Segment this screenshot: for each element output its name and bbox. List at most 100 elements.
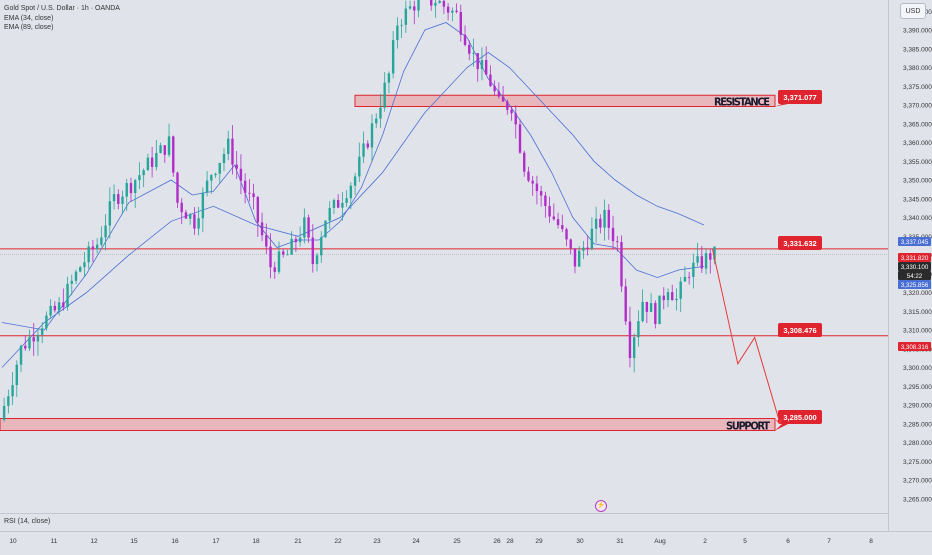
price-axis-badge <box>898 280 931 289</box>
candle-body <box>15 364 18 386</box>
candle-body <box>375 118 378 124</box>
candle-body <box>328 207 331 221</box>
candle-body <box>687 276 691 278</box>
time-tick-label: 31 <box>616 538 624 545</box>
candle-body <box>273 267 276 272</box>
candle-body <box>353 176 357 186</box>
projection-arrow[interactable] <box>711 248 781 424</box>
candle-body <box>176 172 179 203</box>
price-tick-label: 3,290.000 <box>903 403 932 410</box>
candle-body <box>222 153 226 164</box>
callout-box[interactable] <box>778 410 822 424</box>
candle-body <box>628 321 632 359</box>
candle-body <box>121 196 124 204</box>
candle-body <box>599 218 602 228</box>
price-tick-label: 3,360.000 <box>903 140 932 147</box>
candle-body <box>227 138 230 154</box>
candle-body <box>616 241 619 243</box>
candle-body <box>79 267 82 272</box>
candle-body <box>696 256 699 263</box>
callout-box[interactable] <box>778 90 822 104</box>
callout-box[interactable] <box>778 236 822 250</box>
candle-body <box>184 212 188 219</box>
candle-body <box>11 385 14 397</box>
callout-price-label: 3,331.632 <box>783 239 816 248</box>
candle-body <box>480 60 484 70</box>
candle-body <box>277 251 281 272</box>
candle-body <box>383 82 386 108</box>
candle-body <box>70 280 73 284</box>
candle-body <box>400 24 403 26</box>
candle-body <box>303 217 306 238</box>
candle-body <box>594 218 598 229</box>
candle-body <box>243 180 247 193</box>
candle-body <box>53 305 57 311</box>
candle-body <box>146 157 150 171</box>
candle-body <box>463 34 467 45</box>
ema89-line <box>1 52 705 368</box>
candle-body <box>404 8 408 25</box>
candle-body <box>235 164 238 169</box>
price-tick-label: 3,280.000 <box>903 440 932 447</box>
time-tick-label: Aug <box>654 538 666 545</box>
candle-body <box>709 253 712 260</box>
time-tick-label: 29 <box>535 538 543 545</box>
candle-body <box>662 295 665 301</box>
support-zone[interactable] <box>0 418 776 431</box>
price-axis-badge <box>898 342 931 351</box>
lightning-icon[interactable]: ⚡ <box>595 500 607 512</box>
time-tick-label: 23 <box>373 538 381 545</box>
candle-body <box>518 124 522 153</box>
candle-body <box>100 237 103 245</box>
price-tick-label: 3,310.000 <box>903 328 932 335</box>
price-tick-label: 3,350.000 <box>903 178 932 185</box>
candle-body <box>700 256 704 269</box>
callout-price-label: 3,371.077 <box>783 93 816 102</box>
candle-body <box>231 138 234 165</box>
time-tick-label: 2 <box>703 538 707 545</box>
candle-body <box>269 246 272 268</box>
price-tick-label: 3,365.000 <box>903 121 932 128</box>
candle-body <box>413 6 416 11</box>
candle-body <box>40 328 44 335</box>
price-axis-badge-label: 3,331.820 <box>901 255 929 262</box>
candle-body <box>523 152 526 172</box>
time-tick-label: 18 <box>252 538 260 545</box>
candle-body <box>497 91 501 97</box>
candle-body <box>620 242 623 287</box>
callout-pointer <box>775 335 788 337</box>
candle-body <box>57 302 61 311</box>
candle-body <box>91 246 95 250</box>
time-tick-label: 6 <box>786 538 790 545</box>
currency-button[interactable]: USD <box>900 3 926 19</box>
candle-body <box>590 228 594 250</box>
candle-body <box>408 6 412 9</box>
price-axis-badge-label: 3,330.100 <box>901 264 929 271</box>
candle-body <box>341 202 344 208</box>
candle-body <box>391 40 395 74</box>
candle-body <box>539 191 543 196</box>
candle-body <box>506 101 509 110</box>
candle-body <box>679 281 682 299</box>
candle-body <box>117 194 120 204</box>
callout-box[interactable] <box>778 323 822 337</box>
candle-body <box>535 183 539 192</box>
candle-body <box>484 60 488 75</box>
resistance-zone[interactable] <box>354 94 776 107</box>
candle-body <box>104 225 107 238</box>
candle-body <box>370 123 374 148</box>
price-tick-label: 3,340.000 <box>903 215 932 222</box>
candle-body <box>315 255 319 265</box>
candle-body <box>514 113 517 125</box>
candle-body <box>446 6 450 13</box>
time-tick-label: 10 <box>9 538 17 545</box>
candle-body <box>358 156 361 177</box>
candle-body <box>150 157 154 167</box>
time-tick-label: 12 <box>90 538 98 545</box>
time-tick-label: 28 <box>506 538 514 545</box>
candle-body <box>256 197 260 223</box>
candle-body <box>214 173 217 176</box>
candle-body <box>294 238 298 243</box>
